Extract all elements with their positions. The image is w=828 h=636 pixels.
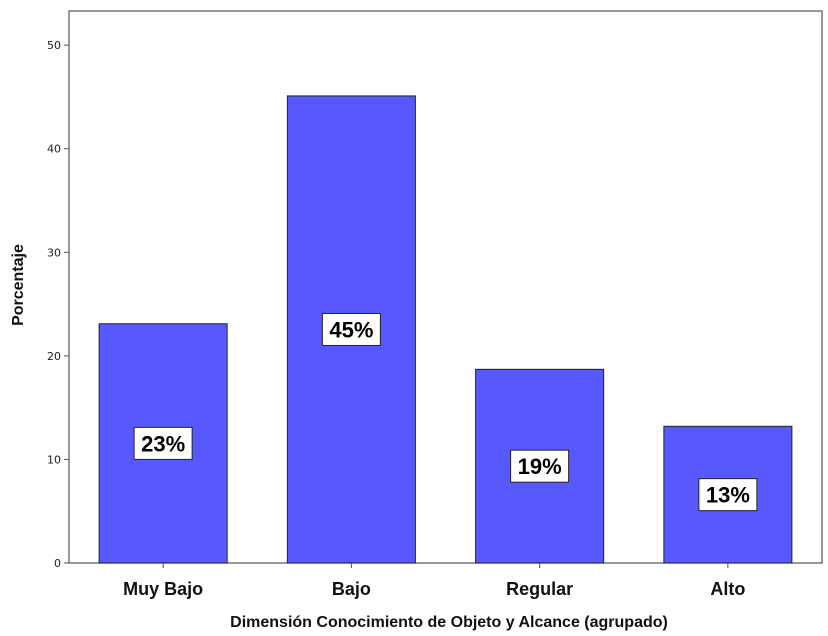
x-tick-label: Bajo: [332, 579, 371, 599]
x-tick-label: Muy Bajo: [123, 579, 203, 599]
data-label-box: [510, 449, 570, 483]
x-tick-label: Alto: [710, 579, 745, 599]
data-labels: 23% 45% 19% 13%: [133, 312, 758, 512]
x-axis-title: Dimensión Conocimiento de Objeto y Alcan…: [230, 614, 668, 631]
y-tick-label: 0: [54, 557, 61, 570]
x-tick-label: Regular: [506, 579, 573, 599]
data-label: 13%: [706, 483, 750, 508]
bar-series: [98, 95, 793, 564]
data-label: 19%: [518, 454, 562, 479]
data-label-box: [698, 478, 758, 512]
plot-axes: 0 10 20 30 40 50 Muy Bajo Bajo Regular Alto: [47, 10, 823, 599]
data-label: 23%: [141, 431, 185, 456]
data-label-box: [321, 312, 381, 346]
data-label-box: [133, 426, 193, 460]
data-label: 45%: [329, 317, 373, 342]
y-tick-label: 20: [47, 350, 61, 363]
plot-frame: [68, 10, 823, 564]
y-tick-label: 30: [47, 246, 61, 259]
y-tick-label: 40: [47, 143, 61, 156]
y-tick-label: 50: [47, 39, 61, 52]
y-axis-title: Porcentaje: [10, 244, 27, 326]
y-tick-label: 10: [47, 453, 61, 466]
